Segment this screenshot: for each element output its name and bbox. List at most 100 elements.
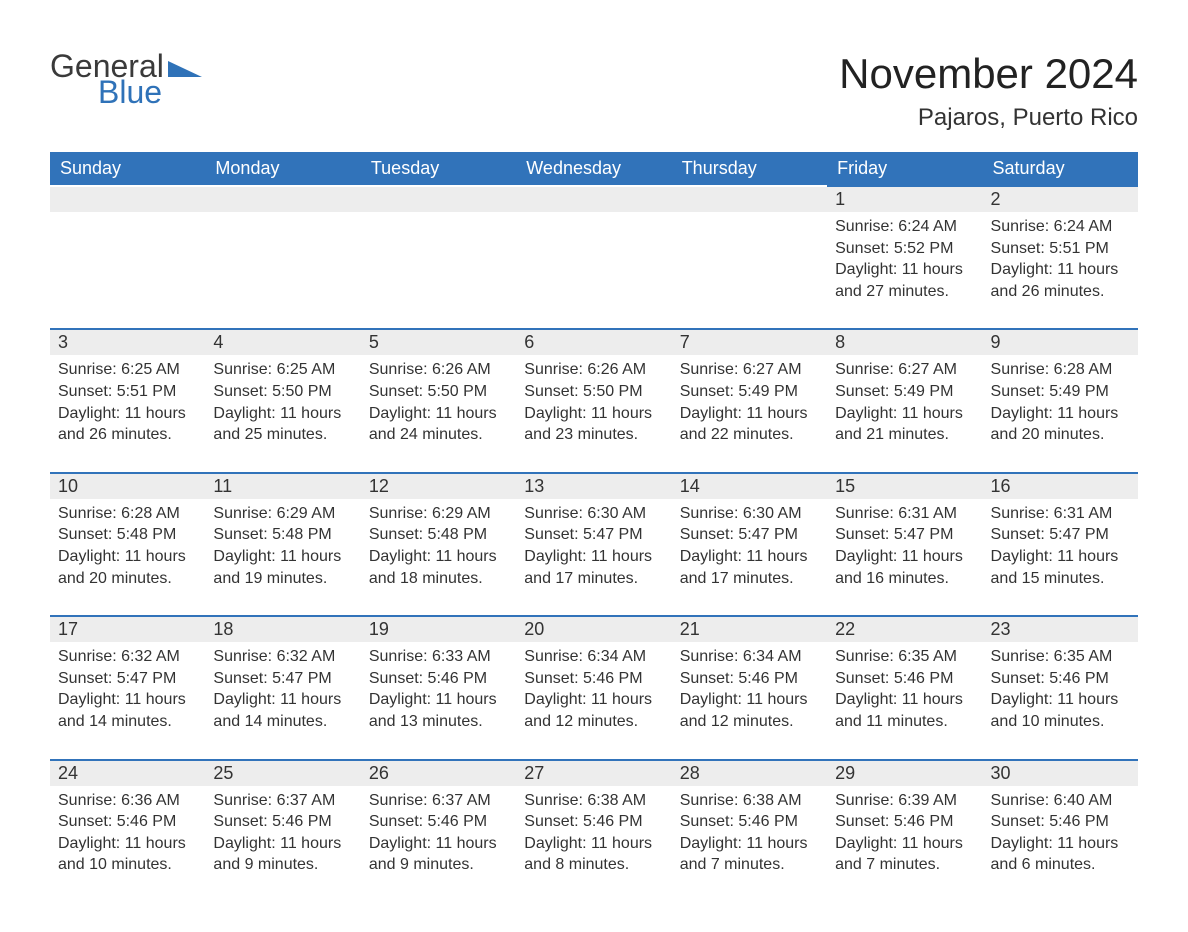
empty-daynum: [50, 187, 205, 212]
sunset-text: Sunset: 5:48 PM: [58, 524, 197, 546]
day-body: Sunrise: 6:30 AMSunset: 5:47 PMDaylight:…: [516, 499, 671, 615]
day-number: 27: [516, 761, 671, 786]
sunrise-text: Sunrise: 6:36 AM: [58, 790, 197, 812]
sunrise-text: Sunrise: 6:27 AM: [680, 359, 819, 381]
sunset-text: Sunset: 5:48 PM: [213, 524, 352, 546]
day-cell: 4Sunrise: 6:25 AMSunset: 5:50 PMDaylight…: [205, 328, 360, 471]
daylight-text: Daylight: 11 hours and 15 minutes.: [991, 546, 1130, 589]
daylight-text: Daylight: 11 hours and 27 minutes.: [835, 259, 974, 302]
day-number: 18: [205, 617, 360, 642]
sunrise-text: Sunrise: 6:38 AM: [524, 790, 663, 812]
day-cell: 8Sunrise: 6:27 AMSunset: 5:49 PMDaylight…: [827, 328, 982, 471]
week-row: 10Sunrise: 6:28 AMSunset: 5:48 PMDayligh…: [50, 472, 1138, 615]
day-body: Sunrise: 6:31 AMSunset: 5:47 PMDaylight:…: [827, 499, 982, 615]
day-cell: 5Sunrise: 6:26 AMSunset: 5:50 PMDaylight…: [361, 328, 516, 471]
day-cell: 25Sunrise: 6:37 AMSunset: 5:46 PMDayligh…: [205, 759, 360, 902]
day-body: Sunrise: 6:26 AMSunset: 5:50 PMDaylight:…: [361, 355, 516, 471]
week-row: 17Sunrise: 6:32 AMSunset: 5:47 PMDayligh…: [50, 615, 1138, 758]
daylight-text: Daylight: 11 hours and 26 minutes.: [58, 403, 197, 446]
daylight-text: Daylight: 11 hours and 20 minutes.: [58, 546, 197, 589]
sunset-text: Sunset: 5:46 PM: [369, 668, 508, 690]
sunset-text: Sunset: 5:46 PM: [835, 668, 974, 690]
day-cell: [672, 185, 827, 328]
day-body: Sunrise: 6:25 AMSunset: 5:51 PMDaylight:…: [50, 355, 205, 471]
day-number: 10: [50, 474, 205, 499]
daylight-text: Daylight: 11 hours and 25 minutes.: [213, 403, 352, 446]
day-cell: 9Sunrise: 6:28 AMSunset: 5:49 PMDaylight…: [983, 328, 1138, 471]
daylight-text: Daylight: 11 hours and 10 minutes.: [58, 833, 197, 876]
day-number: 15: [827, 474, 982, 499]
day-body: Sunrise: 6:26 AMSunset: 5:50 PMDaylight:…: [516, 355, 671, 471]
day-number: 22: [827, 617, 982, 642]
day-cell: 14Sunrise: 6:30 AMSunset: 5:47 PMDayligh…: [672, 472, 827, 615]
day-number: 14: [672, 474, 827, 499]
day-number: 4: [205, 330, 360, 355]
day-number: 12: [361, 474, 516, 499]
day-cell: 13Sunrise: 6:30 AMSunset: 5:47 PMDayligh…: [516, 472, 671, 615]
day-header: Thursday: [672, 152, 827, 185]
day-cell: 29Sunrise: 6:39 AMSunset: 5:46 PMDayligh…: [827, 759, 982, 902]
day-cell: 23Sunrise: 6:35 AMSunset: 5:46 PMDayligh…: [983, 615, 1138, 758]
sunset-text: Sunset: 5:46 PM: [524, 668, 663, 690]
daylight-text: Daylight: 11 hours and 22 minutes.: [680, 403, 819, 446]
day-number: 13: [516, 474, 671, 499]
daylight-text: Daylight: 11 hours and 10 minutes.: [991, 689, 1130, 732]
daylight-text: Daylight: 11 hours and 23 minutes.: [524, 403, 663, 446]
day-body: Sunrise: 6:25 AMSunset: 5:50 PMDaylight:…: [205, 355, 360, 471]
daylight-text: Daylight: 11 hours and 6 minutes.: [991, 833, 1130, 876]
sunset-text: Sunset: 5:47 PM: [835, 524, 974, 546]
sunrise-text: Sunrise: 6:29 AM: [369, 503, 508, 525]
sunrise-text: Sunrise: 6:26 AM: [524, 359, 663, 381]
sunrise-text: Sunrise: 6:34 AM: [524, 646, 663, 668]
daylight-text: Daylight: 11 hours and 17 minutes.: [680, 546, 819, 589]
sunset-text: Sunset: 5:46 PM: [835, 811, 974, 833]
day-cell: 30Sunrise: 6:40 AMSunset: 5:46 PMDayligh…: [983, 759, 1138, 902]
day-body: Sunrise: 6:30 AMSunset: 5:47 PMDaylight:…: [672, 499, 827, 615]
day-cell: 16Sunrise: 6:31 AMSunset: 5:47 PMDayligh…: [983, 472, 1138, 615]
sunset-text: Sunset: 5:48 PM: [369, 524, 508, 546]
sunrise-text: Sunrise: 6:29 AM: [213, 503, 352, 525]
day-cell: 11Sunrise: 6:29 AMSunset: 5:48 PMDayligh…: [205, 472, 360, 615]
empty-daynum: [516, 187, 671, 212]
day-cell: [50, 185, 205, 328]
week-row: 24Sunrise: 6:36 AMSunset: 5:46 PMDayligh…: [50, 759, 1138, 902]
day-number: 21: [672, 617, 827, 642]
page: General Blue November 2024 Pajaros, Puer…: [0, 0, 1188, 932]
day-body: Sunrise: 6:29 AMSunset: 5:48 PMDaylight:…: [361, 499, 516, 615]
day-cell: [361, 185, 516, 328]
calendar-body: 1Sunrise: 6:24 AMSunset: 5:52 PMDaylight…: [50, 185, 1138, 902]
day-number: 17: [50, 617, 205, 642]
day-number: 25: [205, 761, 360, 786]
empty-daynum: [672, 187, 827, 212]
week-row: 3Sunrise: 6:25 AMSunset: 5:51 PMDaylight…: [50, 328, 1138, 471]
sunset-text: Sunset: 5:46 PM: [680, 668, 819, 690]
day-header: Monday: [205, 152, 360, 185]
day-number: 30: [983, 761, 1138, 786]
day-number: 28: [672, 761, 827, 786]
sunrise-text: Sunrise: 6:34 AM: [680, 646, 819, 668]
day-body: Sunrise: 6:34 AMSunset: 5:46 PMDaylight:…: [672, 642, 827, 758]
sunset-text: Sunset: 5:46 PM: [58, 811, 197, 833]
sunset-text: Sunset: 5:52 PM: [835, 238, 974, 260]
location: Pajaros, Puerto Rico: [839, 104, 1138, 132]
title-block: November 2024 Pajaros, Puerto Rico: [839, 50, 1138, 132]
day-body: Sunrise: 6:24 AMSunset: 5:51 PMDaylight:…: [983, 212, 1138, 328]
day-number: 8: [827, 330, 982, 355]
day-body: Sunrise: 6:35 AMSunset: 5:46 PMDaylight:…: [827, 642, 982, 758]
day-header: Saturday: [983, 152, 1138, 185]
sunrise-text: Sunrise: 6:35 AM: [835, 646, 974, 668]
day-cell: 15Sunrise: 6:31 AMSunset: 5:47 PMDayligh…: [827, 472, 982, 615]
day-cell: 22Sunrise: 6:35 AMSunset: 5:46 PMDayligh…: [827, 615, 982, 758]
day-body: Sunrise: 6:38 AMSunset: 5:46 PMDaylight:…: [672, 786, 827, 902]
daylight-text: Daylight: 11 hours and 7 minutes.: [680, 833, 819, 876]
day-header: Wednesday: [516, 152, 671, 185]
day-cell: 1Sunrise: 6:24 AMSunset: 5:52 PMDaylight…: [827, 185, 982, 328]
day-cell: 28Sunrise: 6:38 AMSunset: 5:46 PMDayligh…: [672, 759, 827, 902]
day-number: 6: [516, 330, 671, 355]
sunset-text: Sunset: 5:47 PM: [213, 668, 352, 690]
sunrise-text: Sunrise: 6:31 AM: [991, 503, 1130, 525]
header: General Blue November 2024 Pajaros, Puer…: [50, 50, 1138, 132]
calendar-table: Sunday Monday Tuesday Wednesday Thursday…: [50, 152, 1138, 902]
day-number: 19: [361, 617, 516, 642]
sunrise-text: Sunrise: 6:39 AM: [835, 790, 974, 812]
